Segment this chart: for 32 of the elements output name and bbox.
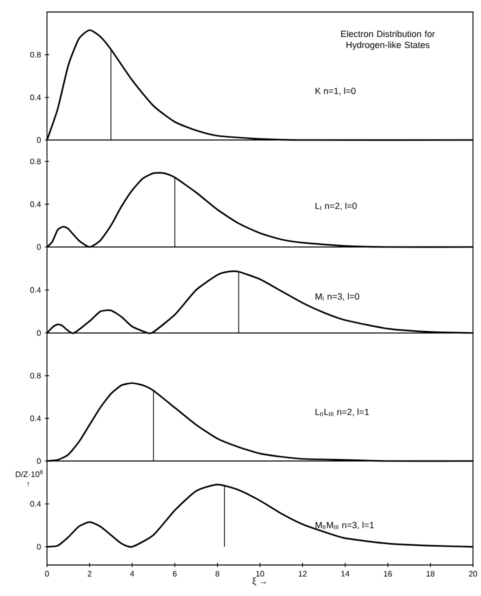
x-axis-title: ξ → bbox=[252, 578, 266, 586]
text: Electron Distribution for Hydrogen-like States bbox=[341, 30, 436, 50]
x-tick-label: 2 bbox=[88, 570, 92, 576]
y-tick-label: 0.4 bbox=[30, 201, 41, 208]
y-tick-label: 0.8 bbox=[30, 372, 41, 378]
x-tick-label: 16 bbox=[384, 570, 392, 577]
text: D/Z·10$^{8}$ ↑ bbox=[16, 470, 43, 487]
y-tick-label: 0 bbox=[37, 137, 41, 143]
annotation: L$_{II}$L$_{III}$ n=2, l=1 bbox=[316, 408, 369, 416]
y-tick-label: 0.8 bbox=[30, 52, 41, 58]
x-tick-label: 20 bbox=[469, 570, 478, 577]
y-tick-label: 0 bbox=[37, 458, 41, 464]
x-tick-label: 8 bbox=[216, 570, 220, 577]
x-tick-label: 12 bbox=[298, 570, 307, 576]
x-tick-label: 14 bbox=[341, 570, 350, 576]
y-tick-label: 0.4 bbox=[30, 287, 41, 293]
x-tick-label: 10 bbox=[256, 570, 264, 577]
annotation: M$_{II}$M$_{III}$ n=3, l=1 bbox=[316, 522, 374, 530]
annotation: K n=1, l=0 bbox=[316, 88, 356, 96]
annotation: M$_{I}$ n=3, l=0 bbox=[316, 293, 360, 301]
x-tick-label: 18 bbox=[426, 570, 435, 577]
x-tick-label: 6 bbox=[173, 570, 177, 577]
annotation: L$_{I}$ n=2, l=0 bbox=[316, 202, 357, 210]
y-tick-label: 0.8 bbox=[30, 158, 41, 164]
y-tick-label: 0.4 bbox=[30, 501, 41, 507]
y-tick-label: 0.4 bbox=[30, 94, 41, 100]
y-tick-label: 0 bbox=[37, 330, 41, 336]
x-tick-label: 4 bbox=[130, 570, 134, 576]
x-tick-label: 0 bbox=[45, 570, 50, 577]
y-tick-label: 0 bbox=[37, 544, 41, 550]
y-tick-label: 0 bbox=[37, 244, 41, 250]
y-tick-label: 0.4 bbox=[30, 416, 41, 422]
